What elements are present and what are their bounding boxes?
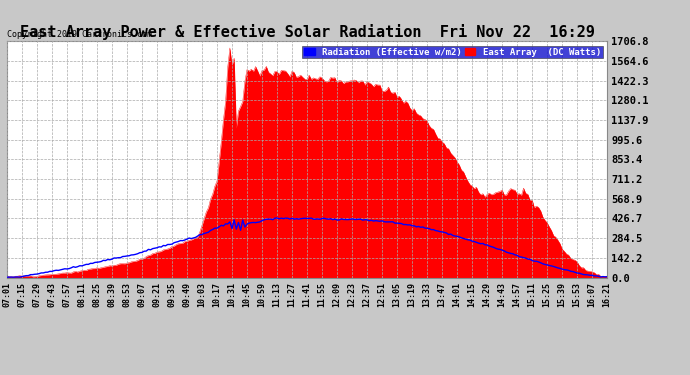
Title: East Array Power & Effective Solar Radiation  Fri Nov 22  16:29: East Array Power & Effective Solar Radia… <box>19 24 595 40</box>
Legend: Radiation (Effective w/m2), East Array  (DC Watts): Radiation (Effective w/m2), East Array (… <box>302 46 602 58</box>
Text: Copyright 2019 Cartronics.com: Copyright 2019 Cartronics.com <box>7 30 152 39</box>
